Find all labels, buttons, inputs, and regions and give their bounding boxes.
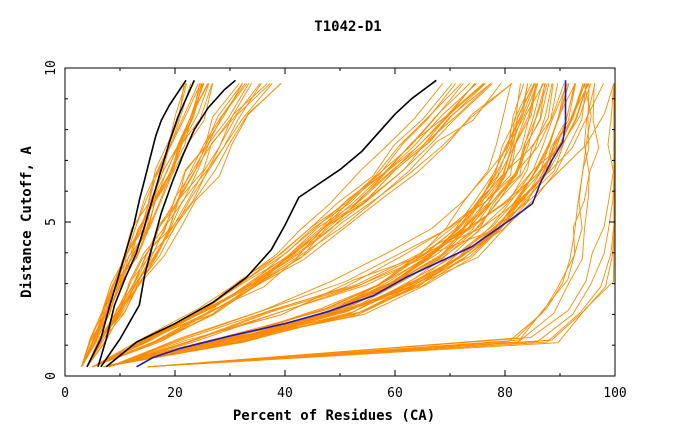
model-line-group2-9	[86, 83, 243, 367]
model-line-group6-4	[147, 83, 615, 368]
y-tick-label-0: 0	[44, 372, 59, 380]
y-tick-label-10: 10	[44, 60, 59, 76]
model-line-group3-8	[92, 83, 444, 368]
model-line-group3-15	[92, 83, 492, 368]
model-line-group6-9	[147, 83, 615, 368]
model-line-group5-3	[108, 83, 565, 368]
tick-layer: 0 20 40 60 80 100 0 5 10	[44, 60, 627, 401]
model-line-group3-13	[92, 83, 486, 368]
model-line-group2-5	[86, 83, 282, 368]
x-tick-label-40: 40	[277, 386, 293, 401]
series-layer	[81, 79, 615, 368]
model-line-group4-34	[103, 83, 539, 368]
model-line-group4-25	[103, 83, 543, 368]
model-line-group3-12	[92, 83, 457, 368]
y-tick-label-5: 5	[44, 218, 59, 226]
model-line-group5-7	[108, 83, 615, 368]
chart-title: T1042-D1	[314, 19, 381, 35]
model-line-group5-2	[108, 83, 592, 368]
model-line-group3-18	[92, 83, 476, 368]
model-line-group2-13	[86, 83, 261, 368]
x-tick-label-80: 80	[497, 386, 513, 401]
x-tick-label-20: 20	[167, 386, 183, 401]
y-axis-label: Distance Cutoff, A	[19, 146, 35, 298]
model-line-group1-15	[81, 83, 192, 367]
model-line-group6-6	[147, 83, 600, 368]
model-line-group4-2	[103, 83, 570, 368]
highlight-blue-line	[136, 80, 567, 368]
x-tick-label-0: 0	[61, 386, 69, 401]
model-line-group6-3	[147, 83, 596, 368]
model-line-group2-11	[86, 83, 262, 368]
model-line-group1-13	[81, 83, 204, 368]
x-tick-label-60: 60	[387, 386, 403, 401]
model-line-group4-23	[103, 83, 512, 368]
model-line-group6-7	[147, 83, 590, 368]
highlight-dark-line-2	[97, 79, 196, 368]
model-line-group2-12	[86, 83, 271, 368]
model-line-group5-8	[108, 83, 605, 368]
highlight-dark-line-4	[105, 79, 437, 368]
highlight-dark-line-3	[100, 79, 237, 368]
model-line-group5-6	[108, 83, 538, 368]
model-line-group1-12	[81, 83, 213, 367]
model-line-group4-33	[103, 83, 584, 368]
highlight-dark-line-1	[86, 79, 187, 368]
model-line-group5-5	[108, 83, 590, 368]
model-line-group3-11	[92, 83, 513, 368]
model-line-group4-19	[103, 83, 568, 368]
model-line-group3-6	[92, 83, 502, 368]
model-line-group1-11	[81, 83, 209, 367]
x-tick-label-100: 100	[603, 386, 626, 401]
x-axis-label: Percent of Residues (CA)	[233, 408, 435, 424]
model-line-group2-14	[86, 83, 268, 368]
model-line-group3-17	[92, 83, 486, 368]
model-line-group3-14	[92, 83, 513, 368]
model-line-group4-31	[103, 83, 576, 368]
